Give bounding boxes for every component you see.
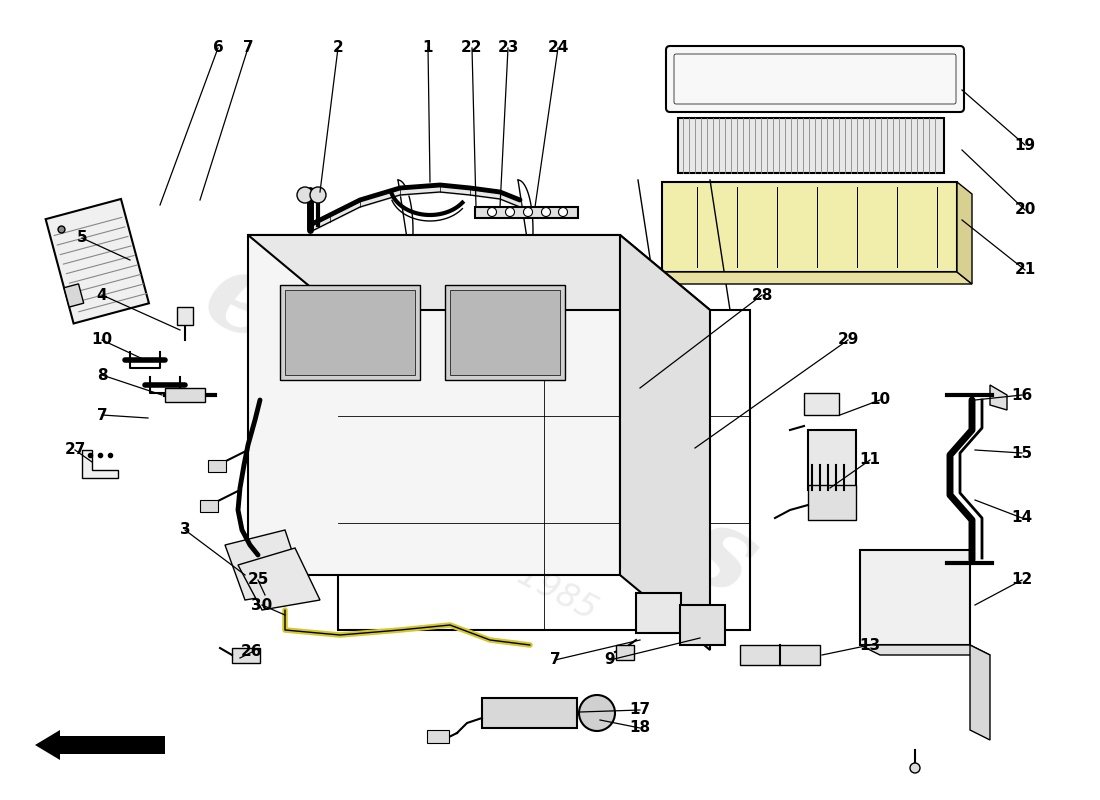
Polygon shape bbox=[226, 530, 305, 600]
Bar bbox=[200, 500, 218, 512]
Circle shape bbox=[310, 187, 326, 203]
Text: 26: 26 bbox=[241, 645, 263, 659]
Text: 13: 13 bbox=[859, 638, 881, 653]
Bar bbox=[45, 199, 148, 323]
Bar bbox=[165, 388, 205, 402]
Text: 9: 9 bbox=[605, 653, 615, 667]
FancyBboxPatch shape bbox=[674, 54, 956, 104]
Bar bbox=[740, 645, 820, 665]
Bar bbox=[446, 285, 565, 380]
Bar bbox=[636, 593, 681, 633]
Text: 11: 11 bbox=[859, 453, 880, 467]
Text: 17: 17 bbox=[629, 702, 650, 718]
Bar bbox=[248, 235, 620, 575]
Bar bbox=[860, 550, 970, 645]
Text: euroParts: euroParts bbox=[186, 239, 774, 621]
Text: 27: 27 bbox=[64, 442, 86, 458]
Bar bbox=[177, 307, 192, 325]
Text: 2: 2 bbox=[332, 41, 343, 55]
Text: 29: 29 bbox=[837, 333, 859, 347]
Polygon shape bbox=[238, 548, 320, 610]
Text: 22: 22 bbox=[461, 41, 483, 55]
Bar bbox=[678, 118, 944, 173]
Bar bbox=[616, 645, 634, 660]
Text: 23: 23 bbox=[497, 41, 519, 55]
Text: 7: 7 bbox=[243, 41, 253, 55]
FancyBboxPatch shape bbox=[666, 46, 964, 112]
FancyArrow shape bbox=[35, 730, 165, 760]
Polygon shape bbox=[248, 235, 710, 310]
Bar bbox=[427, 730, 449, 743]
Bar bbox=[680, 605, 725, 645]
Circle shape bbox=[487, 207, 496, 217]
Text: 5: 5 bbox=[77, 230, 87, 246]
Polygon shape bbox=[970, 645, 990, 740]
Circle shape bbox=[297, 187, 313, 203]
Polygon shape bbox=[82, 450, 118, 478]
Polygon shape bbox=[957, 182, 972, 284]
Polygon shape bbox=[860, 645, 990, 655]
Text: 20: 20 bbox=[1014, 202, 1036, 218]
Bar bbox=[662, 182, 957, 272]
Text: 3: 3 bbox=[179, 522, 190, 538]
Bar bbox=[475, 207, 578, 218]
Bar bbox=[232, 648, 260, 663]
Bar bbox=[64, 284, 84, 307]
Bar bbox=[208, 460, 226, 472]
Bar bbox=[808, 430, 856, 490]
Text: 19: 19 bbox=[1014, 138, 1035, 153]
Text: a passion since 1985: a passion since 1985 bbox=[277, 433, 603, 627]
Text: 21: 21 bbox=[1014, 262, 1035, 278]
Bar bbox=[338, 310, 750, 630]
Text: 1: 1 bbox=[422, 41, 433, 55]
Text: 10: 10 bbox=[869, 393, 891, 407]
Bar bbox=[482, 698, 578, 728]
Text: 30: 30 bbox=[252, 598, 273, 613]
Polygon shape bbox=[990, 385, 1006, 410]
Text: 8: 8 bbox=[97, 367, 108, 382]
Text: 15: 15 bbox=[1011, 446, 1033, 461]
Polygon shape bbox=[620, 235, 710, 650]
Text: 18: 18 bbox=[629, 721, 650, 735]
Text: 12: 12 bbox=[1011, 573, 1033, 587]
Circle shape bbox=[910, 763, 920, 773]
Circle shape bbox=[579, 695, 615, 731]
Text: 10: 10 bbox=[91, 333, 112, 347]
Text: 7: 7 bbox=[97, 407, 108, 422]
Circle shape bbox=[541, 207, 550, 217]
Polygon shape bbox=[662, 272, 972, 284]
Text: 7: 7 bbox=[550, 653, 560, 667]
Text: 28: 28 bbox=[751, 287, 772, 302]
Bar bbox=[450, 290, 560, 375]
Text: 4: 4 bbox=[97, 287, 108, 302]
Bar bbox=[808, 485, 856, 520]
Circle shape bbox=[524, 207, 532, 217]
Text: 25: 25 bbox=[248, 573, 268, 587]
Text: 24: 24 bbox=[548, 41, 569, 55]
Circle shape bbox=[506, 207, 515, 217]
Text: 14: 14 bbox=[1011, 510, 1033, 526]
Bar bbox=[804, 393, 839, 415]
Bar bbox=[280, 285, 420, 380]
Text: 6: 6 bbox=[212, 41, 223, 55]
Circle shape bbox=[559, 207, 568, 217]
Bar bbox=[285, 290, 415, 375]
Text: 16: 16 bbox=[1011, 387, 1033, 402]
